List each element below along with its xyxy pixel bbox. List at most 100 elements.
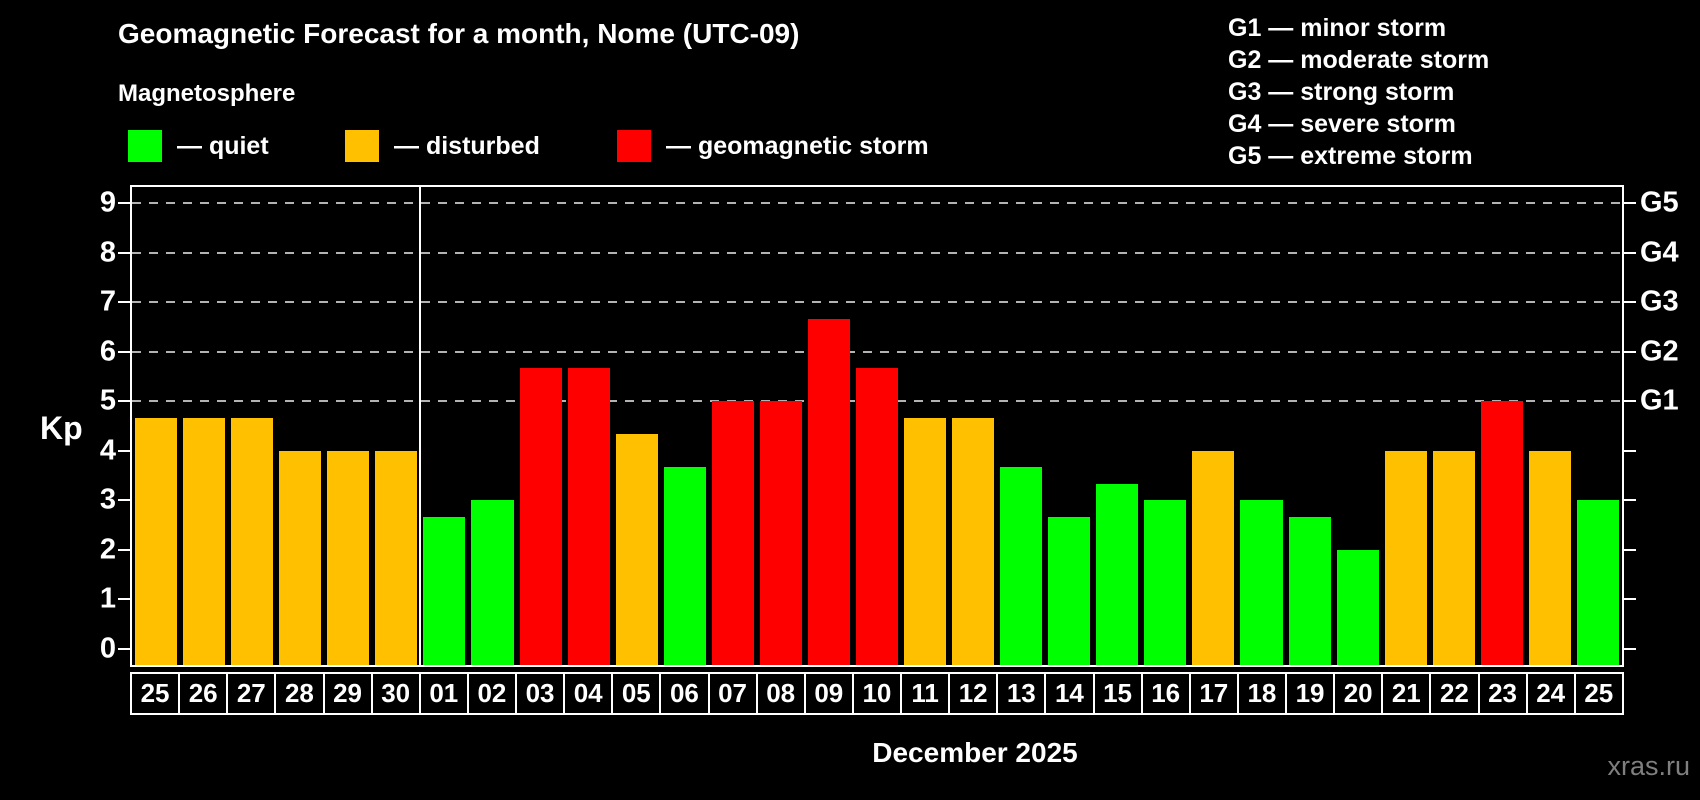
y-tick-left-9 [118,202,130,205]
day-label-04: 04 [563,672,614,715]
legend-label-quiet: — quiet [177,131,269,160]
y-tick-left-2 [118,548,130,551]
kp-bar-day-30 [375,450,418,665]
kp-bar-day-09 [807,318,850,665]
y-tick-label-9: 9 [99,186,116,219]
g-scale-line-3: G3 — strong storm [1228,78,1455,106]
gridline-kp9 [132,202,1622,205]
day-label-19: 19 [1285,672,1336,715]
bar-slot [228,187,276,665]
x-axis-title: December 2025 [872,737,1078,768]
day-label-30: 30 [370,672,421,715]
kp-bar-day-08 [759,401,802,665]
chart-title: Geomagnetic Forecast for a month, Nome (… [118,18,800,49]
bar-slot [1045,187,1093,665]
g-axis-label-g2: G2 [1640,335,1679,368]
y-tick-label-6: 6 [99,335,116,368]
day-label-03: 03 [515,672,566,715]
kp-bar-day-04 [567,368,610,665]
day-label-14: 14 [1044,672,1095,715]
day-label-23: 23 [1477,672,1528,715]
plot-area: 0 1 2 3 4 5 6 7 8 9 G1 G2 G3 G4 G5 [100,185,1679,667]
bar-slot [180,187,228,665]
day-label-05: 05 [611,672,662,715]
legend-swatch-quiet-icon [128,130,162,162]
bar-slot [468,187,516,665]
x-axis-day-labels: 25 26 27 28 29 30 01 02 03 04 05 06 07 08 09 10 11 12 13 14… [130,672,1624,715]
kp-bar-day-07 [711,401,754,665]
day-label-24: 24 [1525,672,1576,715]
day-label-15: 15 [1092,672,1143,715]
g-scale-line-5: G5 — extreme storm [1228,142,1473,170]
day-label-27: 27 [226,672,277,715]
day-label-08: 08 [755,672,806,715]
legend-label-disturbed: — disturbed [394,131,540,160]
kp-bar-day-25 [135,417,178,665]
y-tick-left-3 [118,499,130,502]
day-label-11: 11 [900,672,951,715]
kp-bar-day-28 [279,450,322,665]
bar-slot [661,187,709,665]
day-label-25: 25 [130,672,181,715]
day-label-10: 10 [851,672,902,715]
y-tick-left-6 [118,350,130,353]
day-label-13: 13 [996,672,1047,715]
kp-bar-day-15 [1096,483,1139,665]
bars-row [132,187,1622,665]
y-axis-title: Kp [40,410,83,446]
status-legend: — quiet — disturbed — geomagnetic storm [0,130,1000,168]
kp-bar-day-25 [1576,500,1619,665]
chart-subtitle: Magnetosphere [118,80,296,107]
kp-bar-day-10 [855,368,898,665]
day-label-01: 01 [418,672,469,715]
kp-bar-day-11 [904,417,947,665]
month-separator-line [419,187,422,665]
day-label-18: 18 [1236,672,1287,715]
legend-item-quiet: — quiet [128,130,269,162]
bar-slot [517,187,565,665]
y-tick-right-9 [1624,202,1636,205]
day-label-17: 17 [1188,672,1239,715]
g-axis-label-g1: G1 [1640,384,1679,417]
g-scale-line-2: G2 — moderate storm [1228,46,1490,74]
bar-slot [757,187,805,665]
y-tick-label-1: 1 [99,582,116,615]
g-axis-label-g3: G3 [1640,285,1679,318]
bar-slot [132,187,180,665]
kp-bar-day-16 [1144,500,1187,665]
day-label-09: 09 [803,672,854,715]
y-tick-label-5: 5 [99,384,116,417]
kp-bar-day-05 [615,434,658,665]
bar-slot [949,187,997,665]
bar-slot [1334,187,1382,665]
kp-bar-day-01 [423,516,466,665]
day-label-06: 06 [659,672,710,715]
bar-slot [276,187,324,665]
y-tick-label-0: 0 [99,632,116,665]
bar-slot [901,187,949,665]
bar-slot [1093,187,1141,665]
kp-bar-day-26 [183,417,226,665]
day-label-21: 21 [1381,672,1432,715]
day-label-25: 25 [1573,672,1624,715]
kp-bar-day-12 [952,417,995,665]
kp-bar-day-17 [1192,450,1235,665]
bar-slot [1574,187,1622,665]
bar-slot [420,187,468,665]
bar-slot [853,187,901,665]
day-label-29: 29 [322,672,373,715]
day-label-26: 26 [178,672,229,715]
y-tick-right-1 [1624,598,1636,601]
kp-bar-day-24 [1528,450,1571,665]
y-tick-right-8 [1624,251,1636,254]
watermark: xras.ru [1607,751,1690,781]
kp-bar-day-03 [519,368,562,665]
y-tick-left-7 [118,301,130,304]
bar-slot [1141,187,1189,665]
g-scale-line-4: G4 — severe storm [1228,110,1456,138]
bar-slot [1237,187,1285,665]
y-tick-right-4 [1624,449,1636,452]
y-tick-right-5 [1624,400,1636,403]
y-tick-left-5 [118,400,130,403]
